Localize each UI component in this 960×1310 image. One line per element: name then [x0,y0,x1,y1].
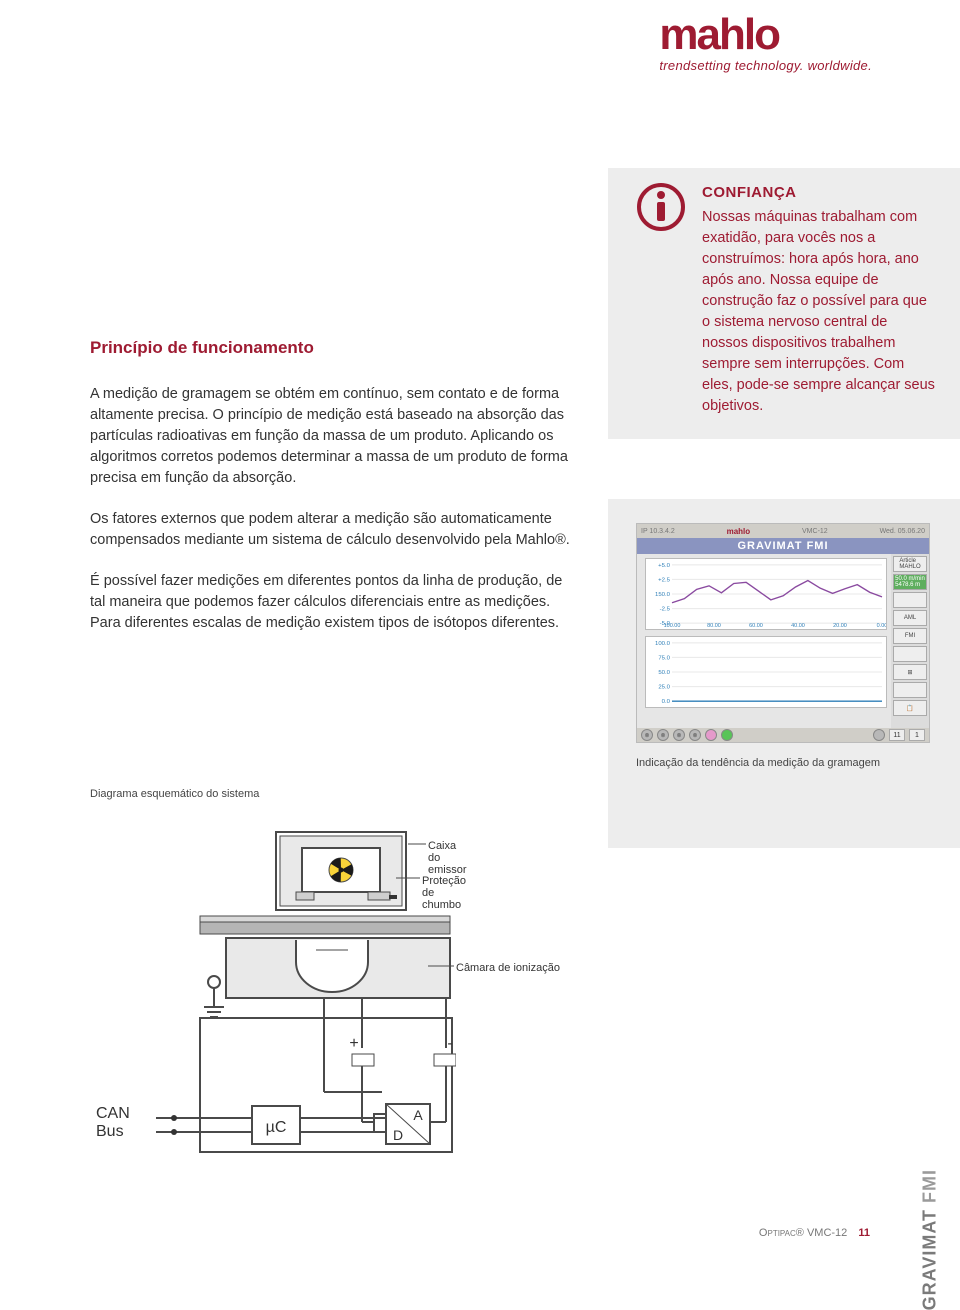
hmi-side-button [893,592,927,608]
svg-text:150.0: 150.0 [655,592,671,598]
hmi-side-button [893,646,927,662]
hmi-dot-icon [705,729,717,741]
svg-text:-2.5: -2.5 [660,607,671,613]
hmi-side-button: Article MAHLO [893,556,927,572]
hmi-topbar-product: VMC-12 [802,528,828,535]
label-shield: Proteção de chumbo [422,875,466,911]
svg-text:25.0: 25.0 [658,685,670,691]
hmi-counter: 11 [889,729,905,741]
hmi-screenshot: IP 10.3.4.2 mahlo VMC-12 Wed. 05.06.20 G… [636,523,930,743]
para-3: É possível fazer medições em diferentes … [90,571,570,634]
svg-text:+: + [349,1035,358,1052]
sidebar-divider [608,439,960,499]
svg-text:D: D [393,1127,403,1143]
hmi-dot-icon [873,729,885,741]
svg-text:+2.5: +2.5 [658,578,671,584]
brand-name: mahlo [659,10,872,60]
svg-text:CAN: CAN [96,1105,130,1122]
hmi-side-button: 📋 [893,700,927,716]
hmi-right-buttons: Article MAHLO 50.0 m/min 5478.6 m AML FMI ⊞ 📋 [891,554,929,728]
diagram-caption: Diagrama esquemático do sistema [90,788,259,800]
svg-text:100.0: 100.0 [655,641,671,647]
footer: Optipac® VMC-12 11 [759,1227,870,1239]
svg-text:80.00: 80.00 [707,623,721,629]
hmi-counter: 1 [909,729,925,741]
sidebar: CONFIANÇA Nossas máquinas trabalham com … [608,168,960,848]
hmi-dot-icon [721,729,733,741]
svg-text:50.0: 50.0 [658,670,670,676]
main-heading: Princípio de funcionamento [90,338,570,358]
svg-text:40.00: 40.00 [791,623,805,629]
svg-text:75.0: 75.0 [658,656,670,662]
sidebar-title: CONFIANÇA [702,184,936,201]
svg-text:+5.0: +5.0 [658,563,671,569]
hmi-body: +5.0+2.5150.0-2.5-5.0100.0080.0060.0040.… [637,554,891,728]
para-2: Os fatores externos que podem alterar a … [90,509,570,551]
hmi-dot-icon: ⊗ [673,729,685,741]
hmi-topbar-brand: mahlo [727,527,751,536]
system-diagram: +-ADµCCANBus Caixa do emissor Proteção d… [96,822,456,1172]
vertical-bold: GRAVIMAT [919,1209,939,1310]
hmi-dot-icon: ⊗ [641,729,653,741]
hmi-topbar: IP 10.3.4.2 mahlo VMC-12 Wed. 05.06.20 [637,524,929,538]
svg-text:-: - [447,1035,452,1052]
hmi-dot-icon: ⊗ [657,729,669,741]
svg-text:60.00: 60.00 [749,623,763,629]
svg-text:100.00: 100.00 [664,623,681,629]
brand-logo: mahlo trendsetting technology. worldwide… [659,10,872,73]
footer-doc: Optipac® VMC-12 [759,1227,847,1239]
hmi-topbar-right: Wed. 05.06.20 [880,528,925,535]
vertical-suffix: FMI [919,1169,939,1203]
hmi-bottom-bar: ⊗⊗⊗⊗111 [637,728,929,742]
label-emitter: Caixa do emissor [428,840,467,876]
hmi-title: GRAVIMAT FMI [637,538,929,554]
hmi-chart-bot: 100.0 75.0 50.0 25.0 0.0 [645,636,887,708]
svg-text:Bus: Bus [96,1123,124,1140]
svg-text:A: A [413,1107,423,1123]
hmi-dot-icon: ⊗ [689,729,701,741]
svg-text:0.00: 0.00 [877,623,886,629]
hmi-topbar-left: IP 10.3.4.2 [641,528,675,535]
svg-text:0.0: 0.0 [662,699,671,705]
svg-text:20.00: 20.00 [833,623,847,629]
brand-tagline: trendsetting technology. worldwide. [659,58,872,73]
svg-text:µC: µC [266,1119,287,1136]
hmi-side-button: AML [893,610,927,626]
label-chamber: Câmara de ionização [456,962,560,974]
vertical-product-tag: GRAVIMAT FMI [919,1169,940,1310]
para-1: A medição de gramagem se obtém em contín… [90,384,570,489]
hmi-chart-top: +5.0+2.5150.0-2.5-5.0100.0080.0060.0040.… [645,558,887,630]
hmi-side-button: ⊞ [893,664,927,680]
hmi-side-button: FMI [893,628,927,644]
sidebar-body: Nossas máquinas trabalham com exatidão, … [702,207,936,417]
footer-page: 11 [858,1227,870,1239]
hmi-side-button: 50.0 m/min 5478.6 m [893,574,927,590]
info-icon [636,182,686,237]
hmi-side-button [893,682,927,698]
hmi-caption: Indicação da tendência da medição da gra… [636,757,936,769]
main-text-block: Princípio de funcionamento A medição de … [90,338,570,654]
